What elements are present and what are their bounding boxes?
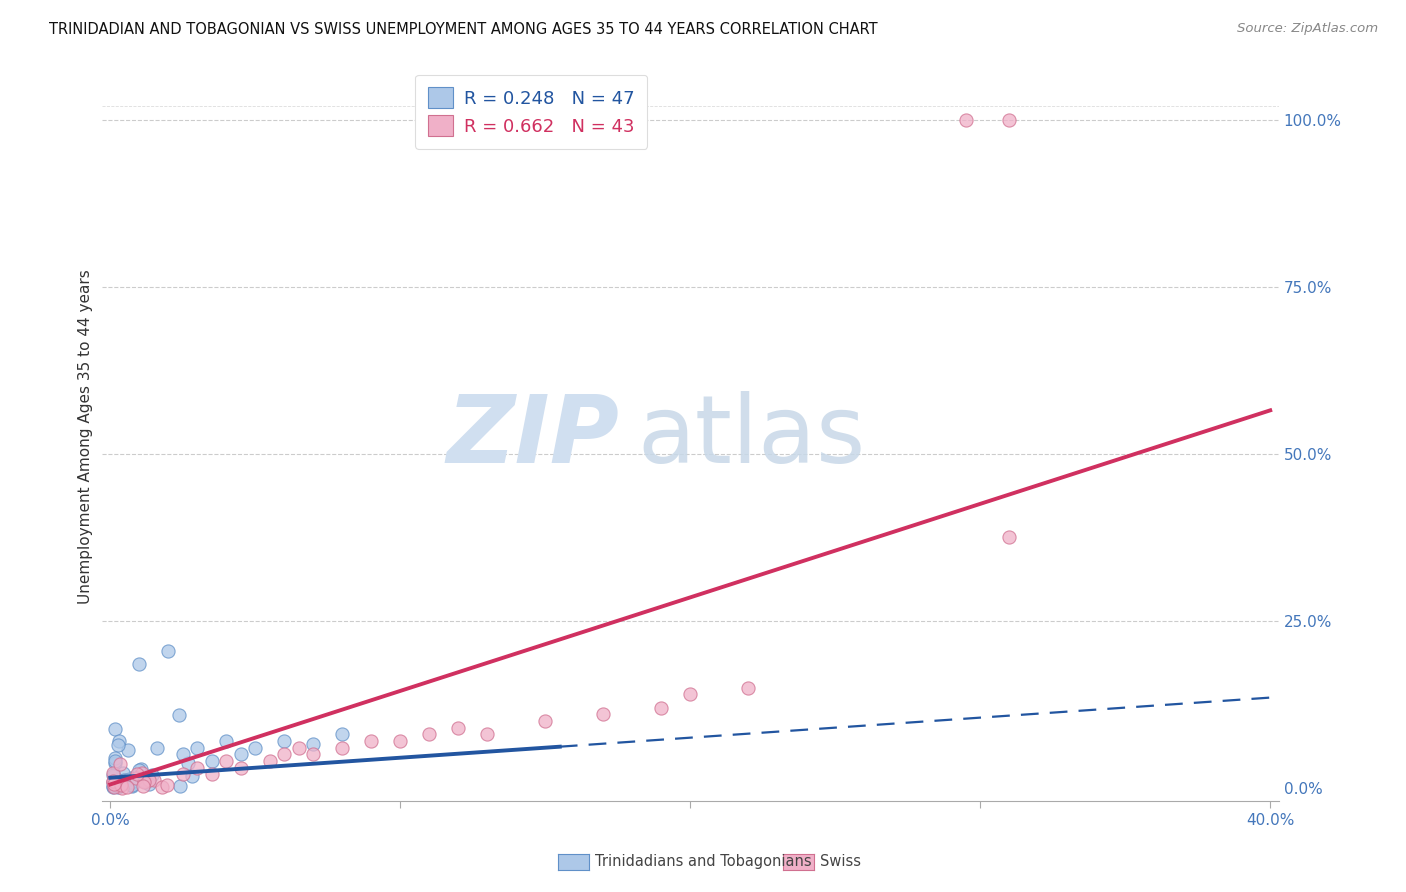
Text: Trinidadians and Tobagonians: Trinidadians and Tobagonians [595, 855, 811, 869]
Point [259, 754, 281, 768]
Point [103, 777, 125, 791]
Point [201, 767, 224, 781]
Point [103, 773, 125, 788]
Point [103, 768, 125, 782]
Point [389, 734, 412, 748]
Point [477, 727, 499, 741]
Point [121, 771, 143, 785]
Point [534, 714, 557, 728]
Point [592, 707, 614, 722]
Point [138, 777, 160, 791]
Point [125, 766, 148, 780]
Point [180, 768, 202, 782]
Text: Swiss: Swiss [820, 855, 860, 869]
Point [128, 763, 150, 777]
Text: TRINIDADIAN AND TOBAGONIAN VS SWISS UNEMPLOYMENT AMONG AGES 35 TO 44 YEARS CORRE: TRINIDADIAN AND TOBAGONIAN VS SWISS UNEM… [49, 22, 877, 37]
Point [418, 727, 440, 741]
Point [103, 779, 125, 793]
Point [131, 766, 153, 780]
Point [107, 734, 129, 748]
Point [177, 756, 200, 770]
Point [302, 737, 325, 751]
Point [121, 778, 143, 792]
Point [103, 775, 125, 789]
Point [288, 740, 311, 755]
Point [107, 780, 129, 794]
Point [143, 772, 166, 787]
Point [104, 777, 127, 791]
Point [679, 687, 702, 701]
Point [125, 771, 148, 785]
Point [104, 754, 127, 768]
Point [107, 738, 129, 752]
Point [104, 751, 127, 765]
Point [650, 700, 672, 714]
Point [157, 644, 180, 658]
Point [111, 780, 134, 795]
Point [156, 778, 179, 792]
Point [141, 767, 163, 781]
Point [330, 727, 353, 741]
Point [245, 740, 267, 755]
Point [121, 776, 143, 790]
Point [215, 754, 238, 768]
Point [115, 780, 138, 794]
Point [215, 734, 238, 748]
Point [110, 778, 132, 792]
Point [104, 756, 127, 770]
Point [134, 774, 156, 789]
Point [134, 775, 156, 789]
Point [150, 780, 173, 795]
Point [955, 112, 977, 127]
Text: Source: ZipAtlas.com: Source: ZipAtlas.com [1237, 22, 1378, 36]
Point [998, 112, 1021, 127]
Point [169, 779, 191, 793]
Point [169, 708, 191, 723]
Point [103, 777, 125, 791]
Point [302, 747, 325, 762]
Point [273, 747, 295, 762]
Point [103, 780, 125, 794]
Point [103, 774, 125, 789]
Point [360, 734, 382, 748]
Point [103, 780, 125, 794]
Point [172, 747, 194, 762]
Y-axis label: Unemployment Among Ages 35 to 44 years: Unemployment Among Ages 35 to 44 years [79, 269, 93, 605]
Point [121, 779, 143, 793]
Point [117, 743, 139, 757]
Text: atlas: atlas [637, 391, 866, 483]
Point [229, 761, 252, 775]
Point [110, 774, 132, 789]
Point [120, 775, 142, 789]
Point [135, 775, 157, 789]
Point [330, 740, 353, 755]
Point [186, 761, 208, 775]
Point [110, 774, 132, 789]
Point [112, 765, 135, 780]
Legend: R = 0.248   N = 47, R = 0.662   N = 43: R = 0.248 N = 47, R = 0.662 N = 43 [415, 75, 647, 149]
Point [103, 766, 125, 780]
Point [110, 777, 132, 791]
Point [229, 747, 252, 762]
Point [447, 721, 470, 735]
Point [172, 767, 194, 781]
Point [129, 762, 152, 776]
Point [115, 773, 138, 788]
Point [737, 681, 759, 695]
Text: ZIP: ZIP [447, 391, 620, 483]
Point [128, 657, 150, 672]
Point [273, 734, 295, 748]
Point [186, 740, 208, 755]
Point [103, 780, 125, 794]
Point [138, 773, 160, 788]
Point [201, 754, 224, 768]
Point [132, 779, 155, 793]
Point [998, 530, 1021, 544]
Point [146, 740, 169, 755]
Point [103, 769, 125, 783]
Point [104, 723, 127, 737]
Point [112, 772, 135, 787]
Point [108, 756, 131, 771]
